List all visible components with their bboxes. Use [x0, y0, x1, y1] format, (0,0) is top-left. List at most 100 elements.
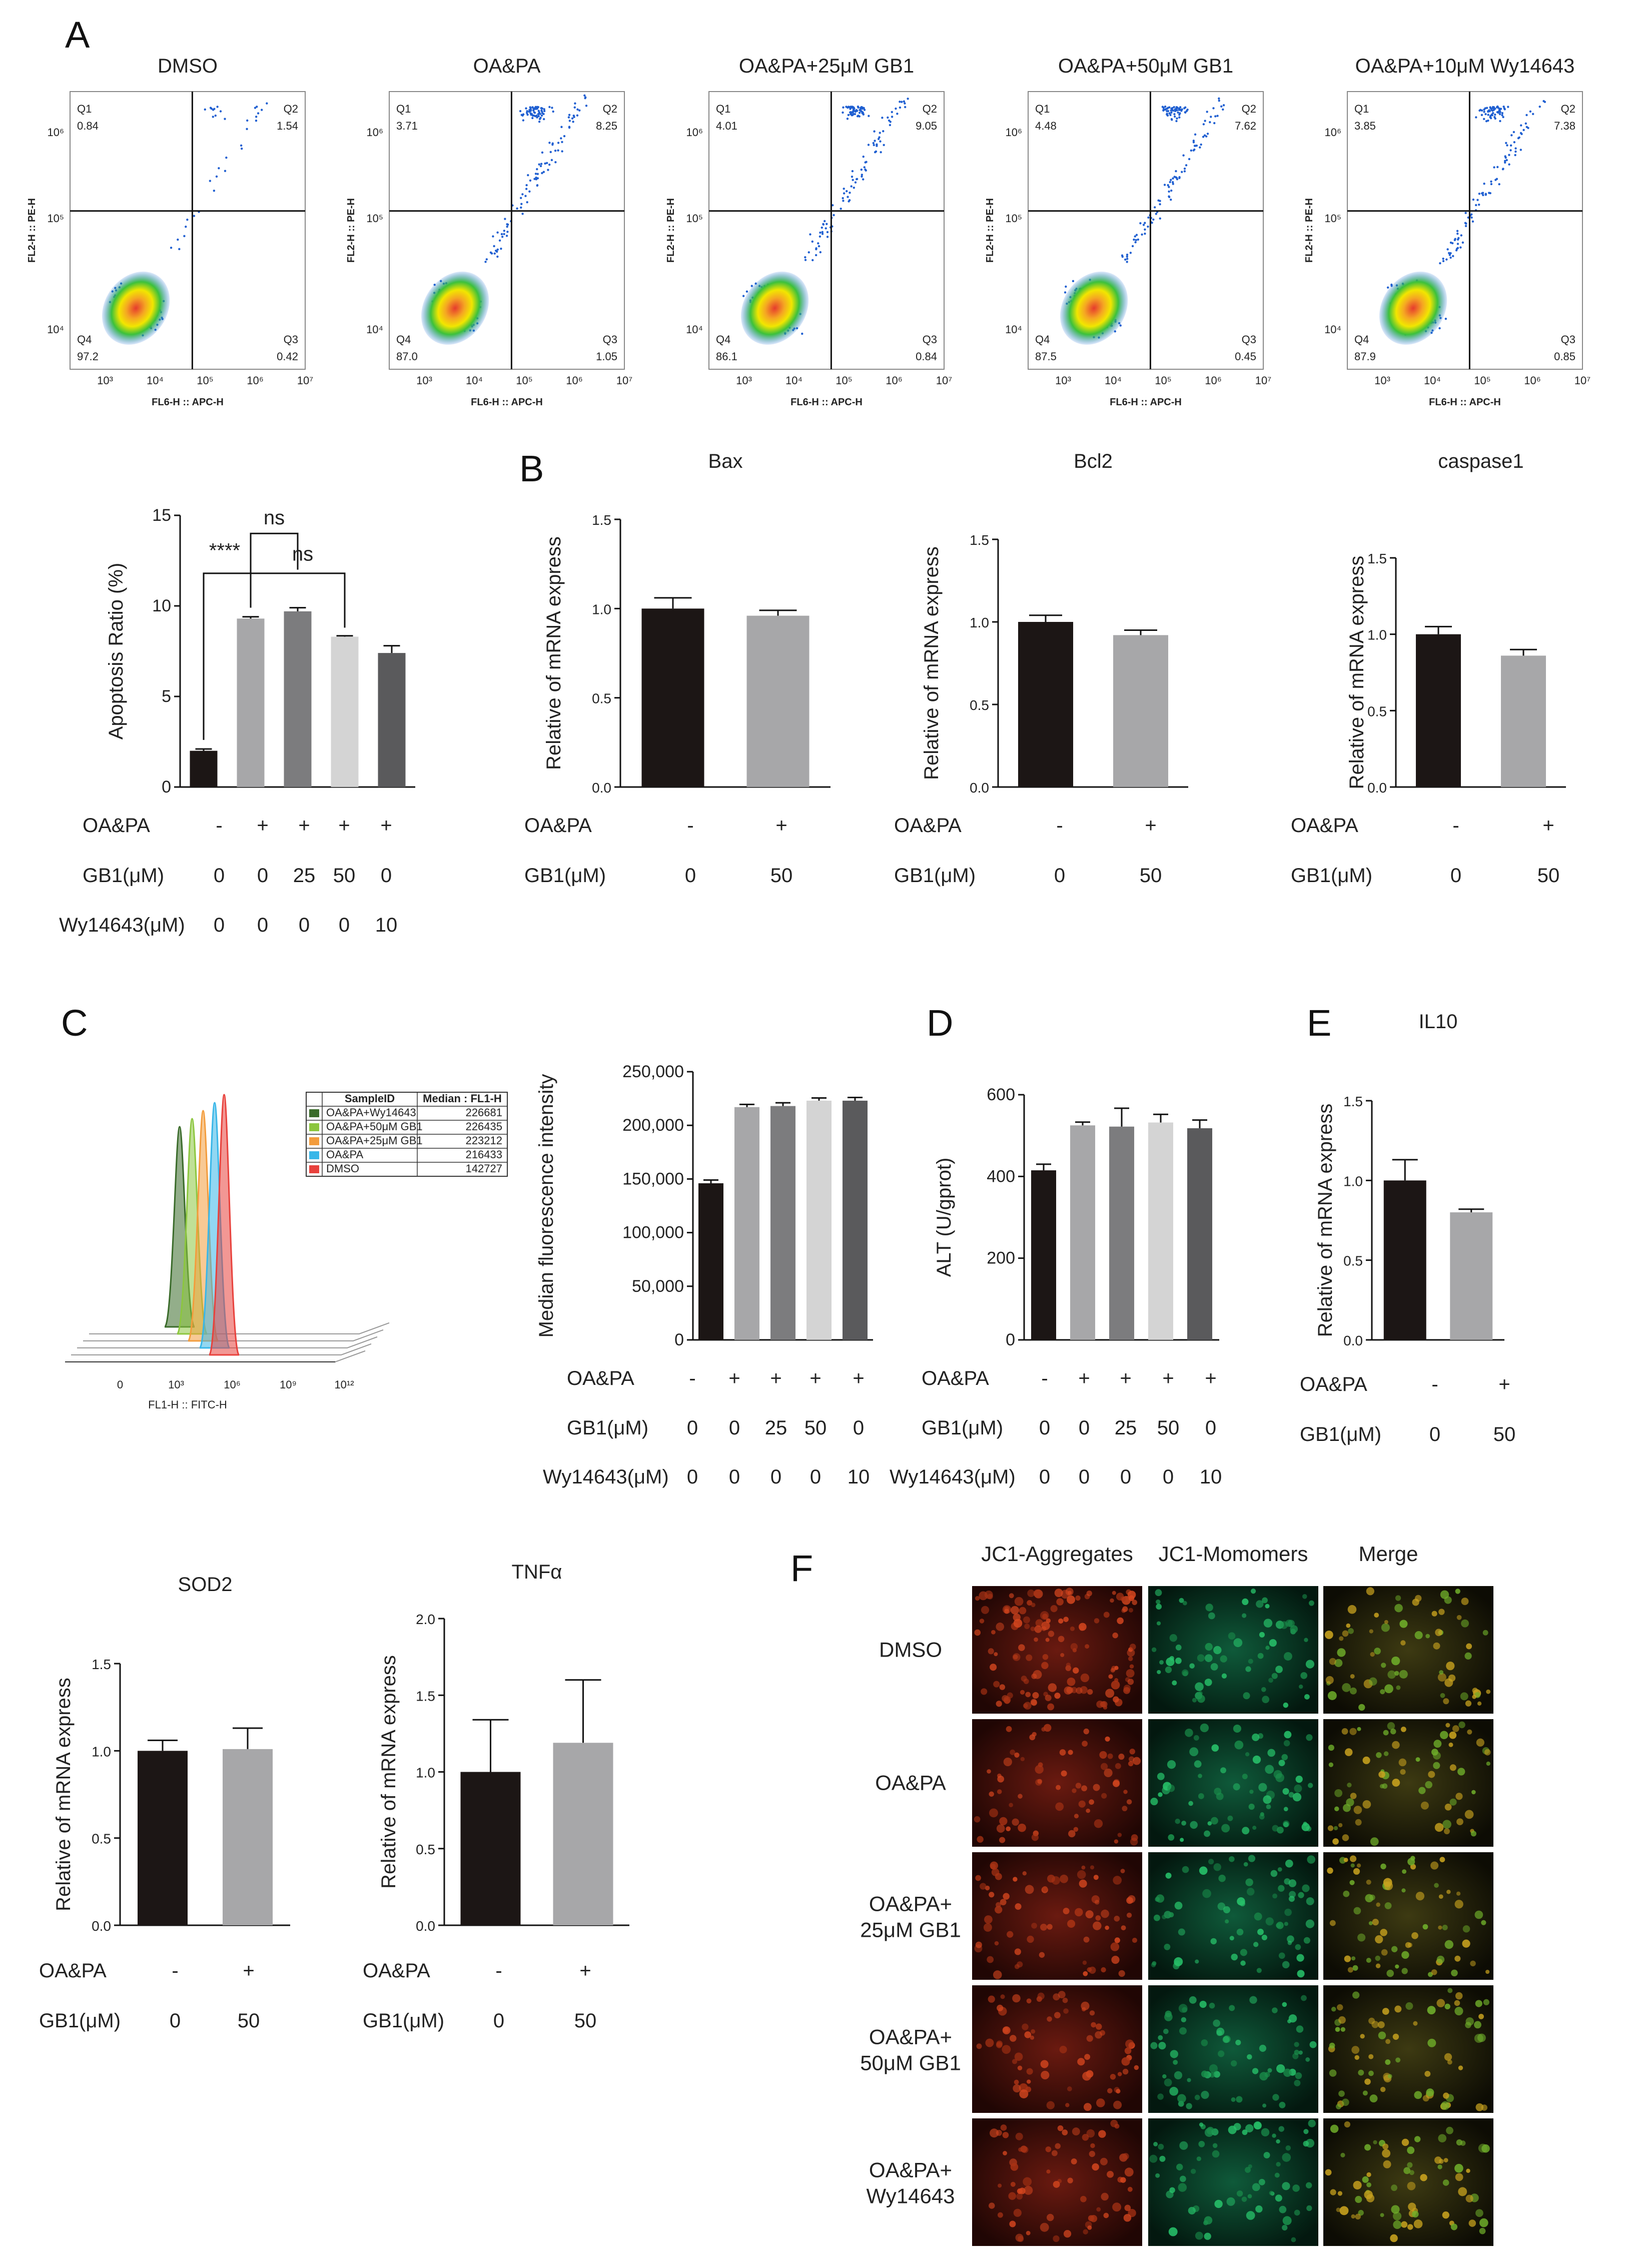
cell-signal	[1306, 1734, 1313, 1741]
flow-dot	[489, 251, 492, 254]
cell-signal	[1252, 2068, 1259, 2074]
flow-dot	[848, 199, 851, 202]
flow-dot	[804, 256, 806, 259]
cell-signal	[1075, 1783, 1082, 1789]
condition-cell: 0	[214, 865, 225, 887]
flow-dot	[815, 248, 817, 251]
cell-signal	[1012, 1994, 1021, 2003]
cell-signal	[1280, 1621, 1288, 1629]
flow-dot	[568, 114, 571, 116]
flow-dot	[216, 106, 219, 108]
cell-signal	[1462, 1939, 1470, 1948]
flow-dot	[849, 108, 852, 110]
flow-dot	[506, 225, 508, 228]
flow-dot	[1448, 254, 1451, 256]
condition-row-label: OA&PA	[83, 815, 150, 837]
cell-signal	[1328, 1745, 1334, 1751]
cell-signal	[1132, 1600, 1138, 1606]
flow-dot	[874, 151, 877, 154]
quadrant-label: Q2	[284, 103, 298, 115]
cell-signal	[1062, 2129, 1068, 2135]
cell-signal	[1373, 2140, 1377, 2144]
flow-dot	[873, 130, 876, 133]
cell-signal	[1448, 1674, 1456, 1682]
cell-signal	[1341, 2098, 1349, 2106]
cell-signal	[1100, 2157, 1108, 2165]
cell-signal	[995, 1906, 1003, 1914]
cell-signal	[1205, 1604, 1213, 1612]
cell-signal	[1261, 1687, 1266, 1692]
flow-dot	[1490, 180, 1492, 183]
condition-row-label: OA&PA	[524, 815, 592, 837]
cell-signal	[1032, 1692, 1039, 1699]
y-axis-label: Apoptosis Ratio (%)	[105, 563, 127, 739]
flow-dot	[1501, 114, 1503, 117]
cell-signal	[1093, 1921, 1102, 1930]
flow-dot	[1491, 114, 1493, 117]
cell-signal	[1472, 1695, 1476, 1699]
flow-dot	[1505, 142, 1507, 145]
cell-signal	[1387, 2074, 1392, 2079]
cell-signal	[1124, 2167, 1134, 2177]
flow-dot	[1498, 109, 1501, 112]
cell-signal	[1437, 1673, 1446, 1682]
micrograph-tile	[1323, 1586, 1493, 1714]
cell-signal	[1474, 1910, 1483, 1919]
condition-cell: 0	[339, 914, 350, 936]
cell-signal	[1122, 2153, 1129, 2160]
flow-xtick: 10³	[97, 374, 113, 387]
flow-xlabel: FL6-H :: APC-H	[471, 397, 543, 408]
flow-dot	[1168, 186, 1170, 188]
cell-signal	[998, 2183, 1002, 2188]
flow-dot	[255, 116, 258, 118]
flow-dot	[1176, 109, 1178, 112]
flow-dot	[873, 144, 875, 147]
cell-signal	[1458, 2187, 1467, 2196]
legend-sample: OA&PA+Wy14643	[326, 1106, 416, 1119]
flow-dot	[224, 118, 226, 120]
cell-signal	[981, 1606, 990, 1614]
flow-dot	[537, 115, 540, 118]
cell-signal	[1241, 2196, 1247, 2202]
cell-signal	[1288, 1879, 1297, 1887]
cell-signal	[1100, 1763, 1108, 1770]
cell-signal	[1285, 2145, 1291, 2151]
flow-dot	[1524, 122, 1527, 125]
cell-signal	[1460, 2140, 1466, 2146]
bar	[460, 1772, 521, 1925]
flow-dot	[1503, 160, 1506, 162]
bar	[553, 1743, 613, 1925]
fitc-histogram: SampleID Median : FL1-HOA&PA+Wy14643 22668…	[65, 1092, 508, 1411]
cell-signal	[1358, 1704, 1365, 1711]
cell-signal	[997, 2212, 1003, 2218]
cell-signal	[1104, 1768, 1113, 1778]
cell-signal	[1087, 1967, 1092, 1972]
cell-signal	[1129, 1644, 1136, 1650]
cell-signal	[1354, 2055, 1359, 2060]
cell-signal	[1101, 2192, 1109, 2201]
cell-signal	[1375, 1935, 1383, 1944]
flow-dot	[887, 116, 889, 119]
cell-signal	[1350, 1863, 1355, 1868]
cell-signal	[988, 2202, 995, 2209]
cell-signal	[1329, 1658, 1336, 1665]
cell-signal	[1105, 1736, 1110, 1742]
cell-signal	[1018, 2235, 1024, 2242]
flow-ytick: 10⁵	[366, 212, 383, 225]
cell-signal	[1113, 1876, 1122, 1885]
cell-signal	[1159, 2155, 1166, 2162]
cell-signal	[1462, 1925, 1470, 1933]
cell-signal	[1376, 1902, 1380, 1907]
legend-median: 216433	[466, 1148, 502, 1161]
flow-dot	[1176, 107, 1179, 109]
cell-signal	[1482, 1630, 1488, 1636]
y-tick-label: 1.0	[1343, 1173, 1363, 1189]
flow-dot	[882, 130, 885, 133]
flow-dot	[519, 110, 522, 113]
flow-dot	[525, 107, 527, 110]
cell-signal	[1126, 1589, 1132, 1595]
flow-dot	[535, 176, 537, 179]
flow-dot	[193, 215, 196, 217]
y-tick-label: 15	[152, 506, 171, 525]
cell-signal	[1335, 2027, 1340, 2032]
